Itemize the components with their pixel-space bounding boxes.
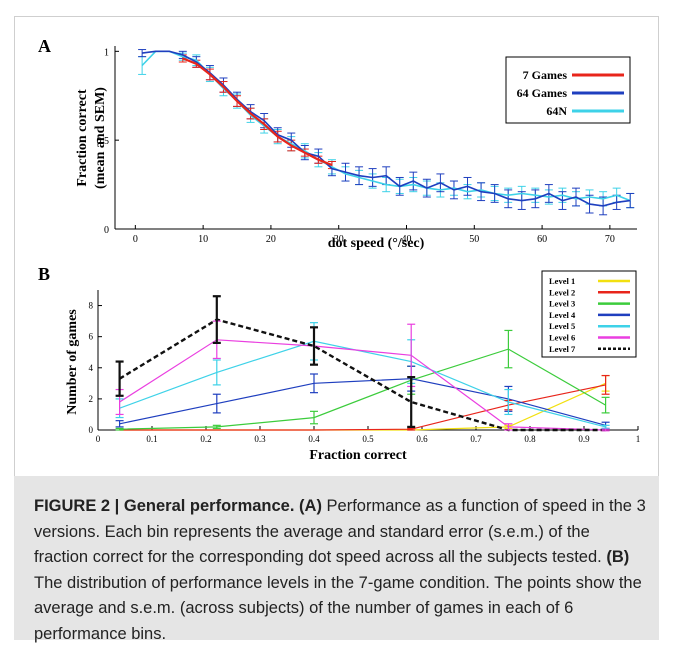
panel-b-y-tick-label: 8: [89, 301, 94, 311]
panel-b-series-line: [119, 348, 606, 430]
panel-b-legend-label: Level 5: [549, 321, 575, 331]
panel-b-x-tick-label: 0.3: [254, 434, 266, 444]
panel-a-x-tick-label: 10: [198, 234, 208, 245]
panel-a: A Fraction correct (mean and SEM) dot sp…: [38, 36, 637, 251]
caption-a-text: Performance as a function of speed in th…: [34, 497, 646, 566]
panel-b-errorbars: [115, 295, 610, 432]
panel-b-series-line: [119, 340, 606, 428]
panel-a-x-tick-label: 70: [605, 234, 615, 245]
panel-a-legend-label: 64N: [546, 104, 567, 118]
panel-a-series-line: [141, 50, 631, 207]
panel-a-series-line: [182, 57, 333, 167]
caption-box: [14, 476, 659, 640]
panel-a-xlabel: dot speed (°/sec): [328, 236, 425, 251]
panel-a-label: A: [38, 36, 51, 56]
panel-b-x-tick-label: 0.5: [362, 434, 374, 444]
panel-a-x-tick-label: 30: [334, 234, 344, 245]
panel-a-axes: 0 10 20 30 40 50 60 70 0 0.5 1: [97, 46, 637, 245]
panel-b-ylabel: Number of games: [65, 309, 80, 415]
panel-b-series-line: [119, 384, 606, 431]
panel-b-y-tick-label: 0: [89, 425, 94, 435]
panel-a-x-tick-label: 20: [266, 234, 276, 245]
panel-b-lines: [118, 318, 606, 432]
panel-a-legend: 7 Games 64 Games 64N: [505, 56, 631, 124]
panel-b-legend-label: Level 6: [549, 333, 575, 343]
panel-a-legend-box: [505, 56, 631, 124]
panel-b: B Number of games Fraction correct 0 0.1 0…: [38, 264, 640, 463]
panel-b-x-tick-label: 0.6: [416, 434, 428, 444]
panel-b-y-tick-label: 4: [89, 363, 94, 373]
panel-b-series-line: [119, 378, 606, 426]
panel-a-legend-label: 7 Games: [523, 68, 568, 82]
panel-b-legend-label: Level 2: [549, 287, 575, 297]
panel-b-x-tick-label: 1: [636, 434, 641, 444]
panel-b-x-tick-label: 0: [96, 434, 101, 444]
caption-figure-label: FIGURE 2 | General performance.: [34, 497, 295, 515]
panel-a-y-tick-label: 0.5: [97, 136, 110, 147]
panel-b-y-tick-label: 2: [89, 394, 94, 404]
panel-b-legend-label: Level 7: [549, 344, 576, 354]
panel-a-ylabel-line2: (mean and SEM): [93, 87, 108, 189]
panel-a-ylabel-line1: Fraction correct: [75, 89, 90, 187]
panel-b-series-line: [119, 339, 606, 431]
figure-caption: FIGURE 2 | General performance. (A) Perf…: [34, 494, 646, 647]
panel-a-x-tick-label: 40: [402, 234, 412, 245]
panel-b-x-tick-label: 0.1: [146, 434, 157, 444]
panel-b-x-tick-label: 0.7: [470, 434, 482, 444]
panel-b-xlabel: Fraction correct: [309, 448, 407, 463]
caption-b-label: (B): [606, 548, 630, 566]
panel-a-x-tick-label: 60: [537, 234, 547, 245]
panel-a-y-tick-label: 1: [104, 47, 109, 58]
panel-a-legend-label: 64 Games: [517, 86, 568, 100]
panel-b-series-line: [118, 318, 606, 432]
panel-b-series-line: [119, 382, 606, 431]
panel-b-legend-label: Level 3: [549, 299, 575, 309]
caption-a-label: (A): [299, 497, 322, 515]
panel-b-x-tick-label: 0.4: [308, 434, 320, 444]
caption-b-text: The distribution of performance levels i…: [34, 573, 642, 643]
panel-b-y-tick-label: 6: [89, 332, 94, 342]
panel-b-legend-label: Level 4: [549, 310, 576, 320]
panel-a-series-line: [141, 50, 631, 202]
panel-b-x-tick-label: 0.8: [524, 434, 536, 444]
panel-b-legend-label: Level 1: [549, 276, 575, 286]
panel-a-y-tick-label: 0: [104, 225, 109, 236]
panel-a-x-tick-label: 50: [469, 234, 479, 245]
panel-a-x-tick-label: 0: [133, 234, 138, 245]
panel-b-label: B: [38, 264, 50, 284]
panel-b-x-tick-label: 0.9: [578, 434, 590, 444]
panel-a-lines: [141, 50, 631, 207]
panel-b-x-tick-label: 0.2: [200, 434, 211, 444]
